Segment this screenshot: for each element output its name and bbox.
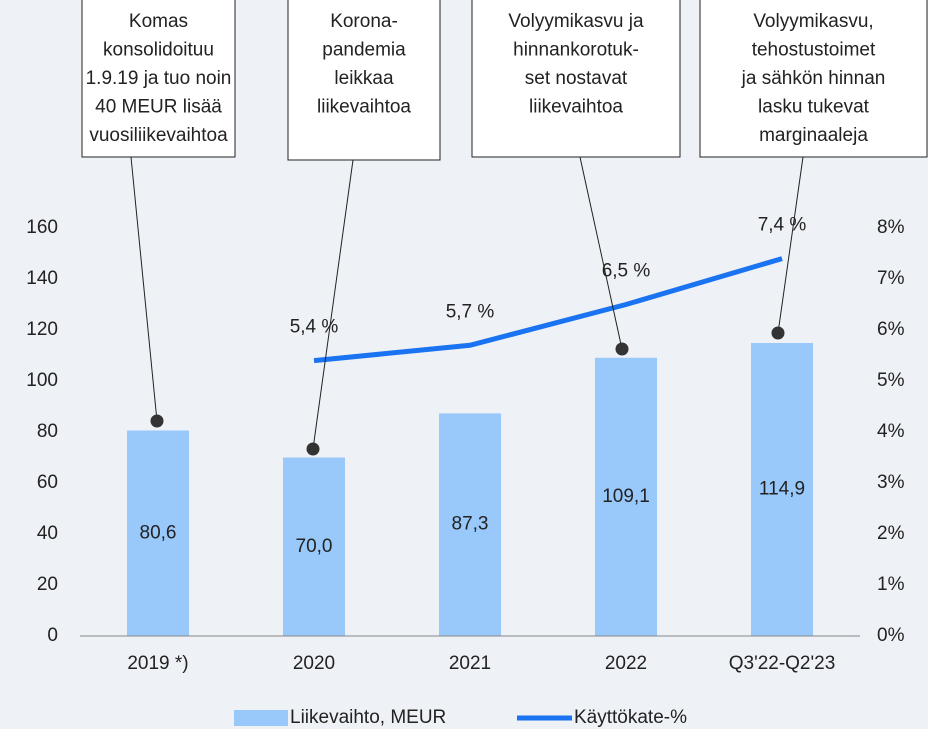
bar-value-label: 114,9 — [759, 479, 805, 500]
bar — [439, 413, 501, 636]
y2-tick-label: 6% — [877, 319, 905, 340]
x-tick-label: 2019 *) — [127, 653, 188, 674]
y-tick-label: 60 — [37, 472, 58, 493]
y2-tick-label: 7% — [877, 268, 905, 289]
annotation-text: lasku tukevat — [758, 97, 870, 118]
annotation-text: ja sähkön hinnan — [741, 68, 886, 89]
bar-value-label: 70,0 — [296, 536, 333, 557]
callout-line — [130, 156, 158, 422]
y2-tick-label: 4% — [877, 421, 905, 442]
annotation-text: Komas — [129, 11, 188, 32]
callout-line — [579, 156, 623, 350]
bar — [595, 357, 657, 636]
y-tick-label: 20 — [37, 574, 58, 595]
callout-dot — [306, 442, 320, 456]
annotation-box — [471, 0, 681, 158]
y2-tick-label: 0% — [877, 625, 905, 646]
annotation-text: konsolidoituu — [103, 40, 214, 61]
y-tick-label: 80 — [37, 421, 58, 442]
bar-value-label: 80,6 — [140, 522, 177, 543]
y2-tick-label: 3% — [877, 472, 905, 493]
line-value-label: 6,5 % — [602, 261, 651, 282]
annotation-text: vuosiliikevaihtoa — [89, 125, 228, 146]
callout-dot — [615, 342, 629, 356]
line-value-label: 5,4 % — [290, 317, 339, 338]
annotation-box — [287, 0, 441, 161]
annotation-text: liikevaihtoa — [529, 97, 623, 118]
annotation-text: tehostustoimet — [752, 40, 876, 61]
annotation-text: liikevaihtoa — [317, 97, 411, 118]
y-tick-label: 40 — [37, 523, 58, 544]
annotation-text: pandemia — [322, 40, 406, 61]
bar — [127, 430, 189, 636]
y2-tick-label: 2% — [877, 523, 905, 544]
bar-value-label: 87,3 — [452, 514, 489, 535]
annotation-text: leikkaa — [334, 68, 394, 89]
annotation-text: Volyymikasvu ja — [508, 11, 644, 32]
legend-label: Käyttökate-% — [574, 707, 687, 728]
y2-tick-label: 8% — [877, 217, 905, 238]
x-tick-label: 2022 — [605, 653, 647, 674]
annotation-text: 1.9.19 ja tuo noin — [86, 68, 232, 89]
annotation-text: 40 MEUR lisää — [95, 97, 222, 118]
y-tick-label: 160 — [26, 217, 58, 238]
annotation-text: hinnankorotuk- — [513, 40, 639, 61]
callout-line — [312, 159, 354, 450]
y-tick-label: 120 — [26, 319, 58, 340]
annotation-box — [81, 0, 236, 158]
callout-line — [777, 156, 804, 334]
line-value-label: 5,7 % — [446, 301, 495, 322]
legend-swatch — [234, 710, 288, 726]
callout-dot — [150, 414, 164, 428]
y-tick-label: 100 — [26, 370, 58, 391]
callout-dot — [771, 326, 785, 340]
line-value-label: 7,4 % — [758, 215, 807, 236]
bar — [751, 343, 813, 636]
x-tick-label: 2020 — [293, 653, 335, 674]
annotation-text: marginaaleja — [759, 125, 868, 146]
x-tick-label: Q3'22-Q2'23 — [729, 653, 836, 674]
bar — [283, 457, 345, 636]
annotation-box — [699, 0, 928, 158]
annotation-text: Korona- — [330, 11, 398, 32]
y2-tick-label: 1% — [877, 574, 905, 595]
bar-value-label: 109,1 — [602, 486, 650, 507]
y-tick-label: 0 — [47, 625, 58, 646]
legend-label: Liikevaihto, MEUR — [290, 707, 446, 728]
y-tick-label: 140 — [26, 268, 58, 289]
y2-tick-label: 5% — [877, 370, 905, 391]
annotation-text: set nostavat — [525, 68, 628, 89]
x-tick-label: 2021 — [449, 653, 491, 674]
annotation-text: Volyymikasvu, — [753, 11, 873, 32]
line — [313, 256, 783, 364]
